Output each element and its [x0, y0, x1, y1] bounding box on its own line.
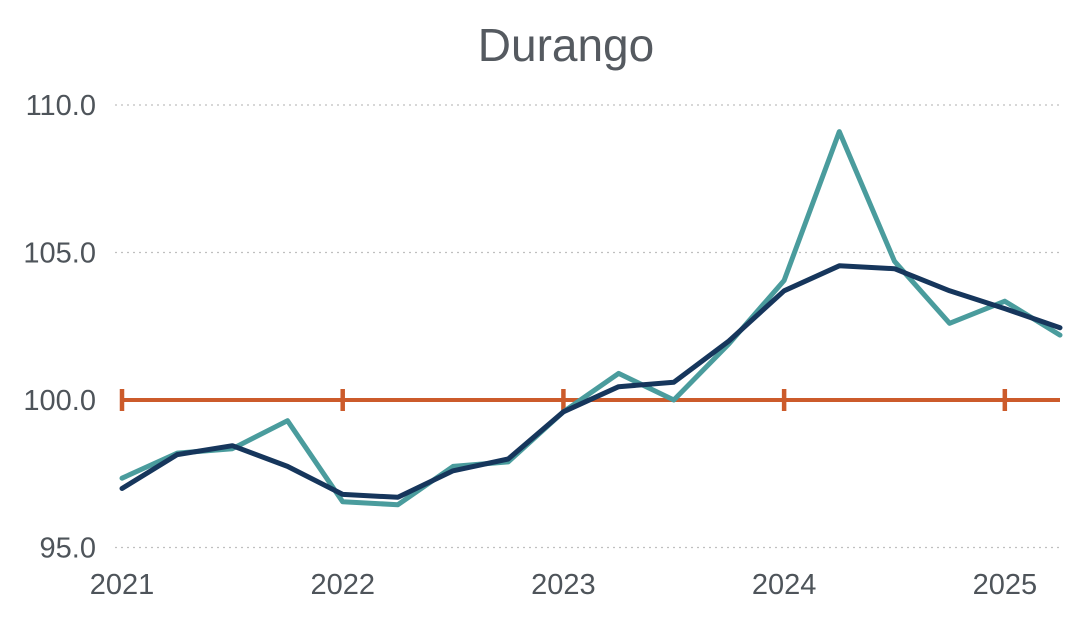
y-axis-label-95.0: 95.0: [40, 533, 96, 565]
x-axis-label-2021: 2021: [90, 569, 155, 601]
x-axis-label-2025: 2025: [973, 569, 1038, 601]
series-teal-line: [119, 129, 1063, 508]
x-axis-labels: 2021 2022 2023 2024 2025: [90, 569, 1037, 601]
y-axis-label-105.0: 105.0: [23, 238, 96, 270]
y-axis-label-100.0: 100.0: [23, 385, 96, 417]
chart-title: Durango: [478, 19, 654, 71]
series-lines: [119, 129, 1063, 508]
x-axis-label-2024: 2024: [752, 569, 817, 601]
x-axis-label-2023: 2023: [531, 569, 596, 601]
y-axis-label-110.0: 110.0: [26, 90, 96, 122]
x-axis-label-2022: 2022: [310, 569, 375, 601]
gridlines: [115, 104, 1062, 549]
series-navy-line: [119, 263, 1063, 500]
y-axis-labels: 110.0 105.0 100.0 95.0: [23, 90, 96, 565]
